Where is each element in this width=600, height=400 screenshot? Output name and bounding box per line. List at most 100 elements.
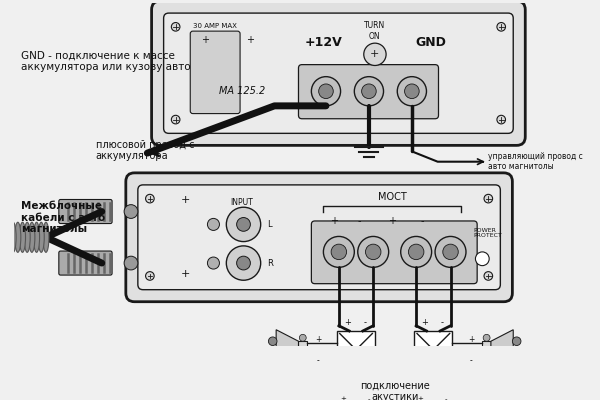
Circle shape xyxy=(397,77,427,106)
Circle shape xyxy=(512,354,521,363)
Circle shape xyxy=(483,334,490,341)
Text: L: L xyxy=(267,220,271,229)
Circle shape xyxy=(299,334,306,341)
FancyBboxPatch shape xyxy=(298,65,439,119)
Text: -: - xyxy=(440,318,443,328)
Circle shape xyxy=(268,354,277,363)
FancyBboxPatch shape xyxy=(0,214,2,260)
Bar xyxy=(337,331,375,369)
Ellipse shape xyxy=(10,222,16,252)
Circle shape xyxy=(497,22,506,31)
Text: +: + xyxy=(344,318,351,328)
Text: POWER
PROTECT: POWER PROTECT xyxy=(474,228,503,238)
Text: +: + xyxy=(340,396,346,400)
Ellipse shape xyxy=(24,222,30,252)
Text: МОСТ: МОСТ xyxy=(378,192,406,202)
Ellipse shape xyxy=(1,222,7,252)
Circle shape xyxy=(364,43,386,66)
Circle shape xyxy=(435,236,466,267)
FancyBboxPatch shape xyxy=(59,251,112,275)
Circle shape xyxy=(365,244,381,260)
Circle shape xyxy=(512,337,521,346)
Circle shape xyxy=(484,194,493,203)
Text: -: - xyxy=(445,396,448,400)
Circle shape xyxy=(208,257,220,269)
Text: +: + xyxy=(181,195,191,205)
Text: +: + xyxy=(468,335,475,344)
Circle shape xyxy=(319,84,333,98)
Text: 30 AMP MAX: 30 AMP MAX xyxy=(193,22,237,28)
Circle shape xyxy=(404,84,419,98)
Text: R: R xyxy=(267,258,272,268)
Text: -: - xyxy=(317,356,320,365)
Text: GND: GND xyxy=(415,36,446,49)
Circle shape xyxy=(497,115,506,124)
Text: управляющий провод с
авто магнитолы: управляющий провод с авто магнитолы xyxy=(488,152,583,171)
Circle shape xyxy=(146,272,154,280)
Circle shape xyxy=(236,218,250,231)
Text: +: + xyxy=(421,318,428,328)
Circle shape xyxy=(401,236,431,267)
Text: MA 125.2: MA 125.2 xyxy=(218,86,265,96)
Circle shape xyxy=(299,358,306,365)
Text: +: + xyxy=(330,216,338,226)
FancyBboxPatch shape xyxy=(164,13,513,133)
Ellipse shape xyxy=(34,222,40,252)
Circle shape xyxy=(268,337,277,346)
Bar xyxy=(298,341,307,358)
Circle shape xyxy=(358,236,389,267)
Circle shape xyxy=(443,244,458,260)
Text: +: + xyxy=(247,35,254,45)
Ellipse shape xyxy=(29,222,35,252)
Text: +: + xyxy=(418,396,424,400)
Text: +: + xyxy=(315,335,322,344)
Circle shape xyxy=(409,244,424,260)
Circle shape xyxy=(483,358,490,365)
Polygon shape xyxy=(491,330,513,370)
FancyBboxPatch shape xyxy=(152,1,525,145)
FancyBboxPatch shape xyxy=(138,185,500,290)
Circle shape xyxy=(146,194,154,203)
Text: -: - xyxy=(358,216,361,226)
Ellipse shape xyxy=(0,222,2,252)
Circle shape xyxy=(311,77,341,106)
Text: +: + xyxy=(370,49,380,59)
Ellipse shape xyxy=(15,222,21,252)
Text: -: - xyxy=(363,318,366,328)
FancyBboxPatch shape xyxy=(126,173,512,302)
Circle shape xyxy=(124,256,138,270)
Circle shape xyxy=(365,387,373,395)
Bar xyxy=(482,341,491,358)
Circle shape xyxy=(124,205,138,218)
FancyBboxPatch shape xyxy=(59,200,112,224)
Text: подключение
акустики: подключение акустики xyxy=(360,380,430,400)
Circle shape xyxy=(172,22,180,31)
Circle shape xyxy=(208,218,220,230)
Text: плюсовой провод с
аккумулятора: плюсовой провод с аккумулятора xyxy=(96,140,194,161)
Text: Межблочные
кабели с авто
магнитолы: Межблочные кабели с авто магнитолы xyxy=(21,201,105,234)
Circle shape xyxy=(323,236,355,267)
Circle shape xyxy=(226,246,260,280)
Circle shape xyxy=(236,256,250,270)
Circle shape xyxy=(355,77,383,106)
Circle shape xyxy=(416,387,425,395)
Text: TURN
ON: TURN ON xyxy=(364,22,386,41)
Text: +12V: +12V xyxy=(305,36,342,49)
Ellipse shape xyxy=(5,222,11,252)
Text: +: + xyxy=(201,35,209,45)
Text: -: - xyxy=(470,356,473,365)
Circle shape xyxy=(172,115,180,124)
Circle shape xyxy=(226,207,260,242)
Ellipse shape xyxy=(38,222,44,252)
Circle shape xyxy=(362,84,376,98)
Circle shape xyxy=(339,387,347,395)
Text: GND - подключение к массе
аккумулятора или кузову авто: GND - подключение к массе аккумулятора и… xyxy=(21,50,191,72)
Ellipse shape xyxy=(43,222,49,252)
Circle shape xyxy=(475,252,489,266)
Text: +: + xyxy=(247,110,254,120)
FancyBboxPatch shape xyxy=(311,221,477,284)
Text: INPUT: INPUT xyxy=(230,198,253,208)
FancyBboxPatch shape xyxy=(190,31,240,114)
Bar xyxy=(415,331,452,369)
Ellipse shape xyxy=(20,222,26,252)
